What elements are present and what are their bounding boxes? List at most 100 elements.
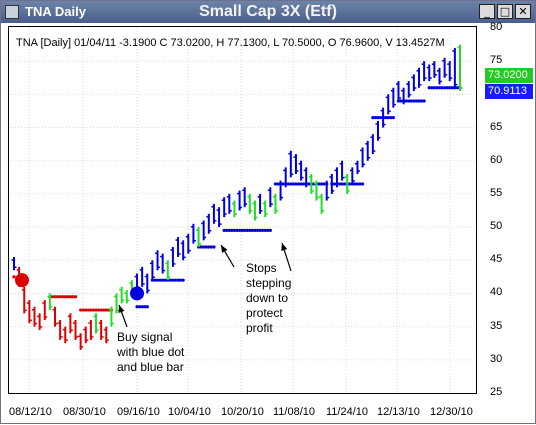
signal-dot <box>15 273 29 288</box>
x-tick-label: 08/30/10 <box>63 406 106 418</box>
minimize-button[interactable]: _ <box>479 4 495 19</box>
stop-dot <box>135 305 139 309</box>
stop-dot <box>230 228 234 233</box>
y-tick-label: 55 <box>490 186 503 199</box>
price-bar <box>196 227 202 247</box>
stop-dot <box>99 308 103 312</box>
price-bar <box>21 286 27 314</box>
stop-dot <box>445 86 449 90</box>
y-tick-label: 25 <box>490 386 503 398</box>
price-bar <box>88 320 94 340</box>
stop-dot <box>317 182 321 186</box>
x-tick-label: 12/30/10 <box>430 406 473 418</box>
stop-dot <box>84 308 88 312</box>
price-bar <box>11 256 17 271</box>
stop-dot <box>399 99 403 103</box>
title-bar[interactable]: TNA Daily Small Cap 3X (Etf) _ □ ✕ <box>1 1 535 23</box>
stop-dot <box>86 308 90 312</box>
stop-dot <box>66 295 70 299</box>
stop-dot <box>243 228 247 233</box>
stop-dot <box>450 86 454 90</box>
stop-dot <box>268 228 272 233</box>
price-bar <box>114 293 120 314</box>
stop-dot <box>302 182 306 186</box>
close-button[interactable]: ✕ <box>515 4 531 19</box>
plot-area[interactable] <box>8 26 477 394</box>
y-tick-label: 35 <box>490 319 503 332</box>
price-bar <box>124 290 130 304</box>
stop-dot <box>12 275 16 279</box>
stop-dot <box>81 308 85 312</box>
stop-dot <box>296 182 301 186</box>
price-bar <box>26 300 32 324</box>
price-bar <box>436 67 442 85</box>
price-bar <box>103 326 109 344</box>
stop-dot <box>355 182 360 186</box>
stop-dot <box>161 278 165 282</box>
stop-dot <box>68 295 72 299</box>
price-bar <box>370 134 376 155</box>
price-bar <box>32 306 38 327</box>
chart-grid <box>9 28 476 393</box>
annotation-line: with blue dot <box>117 345 185 359</box>
x-tick-label: 09/16/10 <box>117 406 160 418</box>
stop-dot <box>389 115 393 120</box>
price-bar <box>139 266 145 287</box>
stop-dot <box>376 115 380 120</box>
stop-dot <box>253 228 257 233</box>
annotation-line: protect <box>246 306 283 320</box>
price-bar <box>375 120 381 141</box>
stop-dot <box>199 245 203 249</box>
price-bar <box>73 320 79 340</box>
stop-dot <box>96 308 101 312</box>
price-bar <box>411 74 417 92</box>
stop-dot <box>258 228 262 233</box>
stop-dot <box>430 86 434 90</box>
price-bar <box>119 286 125 304</box>
price-bar <box>237 190 243 211</box>
stop-dot <box>448 86 452 90</box>
stop-dot <box>63 295 67 299</box>
maximize-button[interactable]: □ <box>497 4 513 19</box>
stop-dot <box>245 228 249 233</box>
arrow-head <box>281 243 288 251</box>
annotation-arrows <box>118 242 292 328</box>
price-bar <box>180 240 186 261</box>
stop-dot <box>202 245 206 249</box>
close-price-badge: 73.0200 <box>485 68 533 83</box>
stop-dot <box>343 182 347 186</box>
stop-dot <box>340 182 344 186</box>
stop-dot <box>360 182 365 186</box>
stop-dot <box>281 182 285 186</box>
price-bar <box>339 160 345 181</box>
y-tick-label: 30 <box>490 352 503 365</box>
chart-app-icon <box>5 5 19 19</box>
stop-dot <box>378 115 383 120</box>
price-bar <box>144 273 150 294</box>
price-bar <box>170 247 176 267</box>
stop-dot <box>225 228 229 233</box>
price-bar <box>221 197 227 218</box>
y-tick-label: 80 <box>490 21 503 33</box>
price-bar <box>365 140 371 161</box>
stop-dot <box>263 228 267 233</box>
y-tick-label: 50 <box>490 220 503 233</box>
stop-dot <box>73 295 78 299</box>
price-bar <box>308 174 314 194</box>
stop-dot <box>427 86 431 90</box>
stop-dot <box>176 278 180 282</box>
stop-dot <box>273 182 278 186</box>
price-bar <box>242 187 248 208</box>
price-bar <box>47 293 53 311</box>
stop-dot <box>173 278 178 282</box>
stop-dot <box>53 295 57 299</box>
stop-levels <box>12 86 462 312</box>
price-bar <box>57 320 63 340</box>
price-bar <box>421 61 427 82</box>
stop-dot <box>294 182 298 186</box>
buy-signal-annotation: Buy signal with blue dot and blue bar <box>117 330 184 375</box>
annotation-line: Buy signal <box>117 330 173 344</box>
stop-dot <box>291 182 295 186</box>
stop-dot <box>61 295 65 299</box>
price-bar <box>83 326 89 344</box>
